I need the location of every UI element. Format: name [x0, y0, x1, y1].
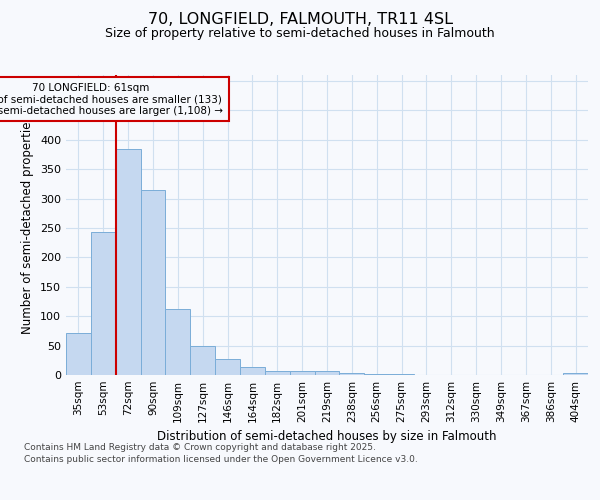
- Bar: [290, 371, 314, 375]
- Bar: [314, 372, 340, 375]
- Bar: [140, 190, 166, 375]
- Bar: [116, 148, 140, 375]
- Bar: [340, 372, 364, 375]
- Y-axis label: Number of semi-detached properties: Number of semi-detached properties: [22, 116, 34, 334]
- Text: 70, LONGFIELD, FALMOUTH, TR11 4SL: 70, LONGFIELD, FALMOUTH, TR11 4SL: [148, 12, 452, 28]
- Text: Contains public sector information licensed under the Open Government Licence v3: Contains public sector information licen…: [24, 455, 418, 464]
- Text: Contains HM Land Registry data © Crown copyright and database right 2025.: Contains HM Land Registry data © Crown c…: [24, 442, 376, 452]
- Bar: [265, 371, 290, 375]
- Bar: [389, 374, 414, 375]
- Bar: [215, 358, 240, 375]
- Bar: [66, 332, 91, 375]
- X-axis label: Distribution of semi-detached houses by size in Falmouth: Distribution of semi-detached houses by …: [157, 430, 497, 444]
- Bar: [563, 373, 588, 375]
- Text: Size of property relative to semi-detached houses in Falmouth: Size of property relative to semi-detach…: [105, 28, 495, 40]
- Bar: [240, 368, 265, 375]
- Bar: [190, 346, 215, 375]
- Text: 70 LONGFIELD: 61sqm
← 11% of semi-detached houses are smaller (133)
89% of semi-: 70 LONGFIELD: 61sqm ← 11% of semi-detach…: [0, 82, 223, 116]
- Bar: [364, 374, 389, 375]
- Bar: [166, 308, 190, 375]
- Bar: [91, 232, 116, 375]
